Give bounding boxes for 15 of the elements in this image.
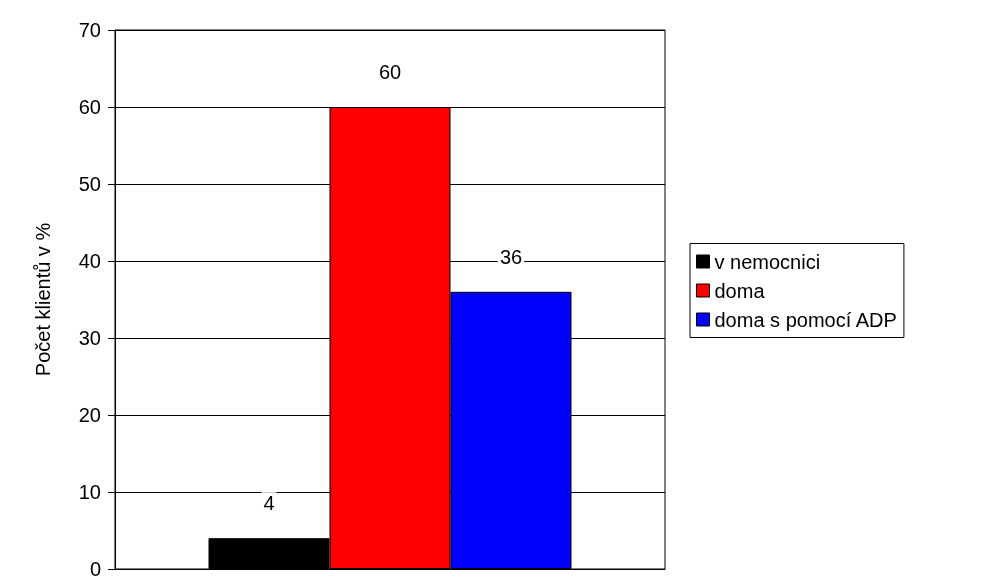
- y-axis-title: Počet klientů v %: [32, 222, 54, 377]
- y-tick-label: 10: [78, 481, 101, 503]
- data-label: 36: [499, 245, 523, 268]
- y-tick-label: 70: [78, 19, 101, 41]
- data-label: 60: [378, 61, 402, 83]
- y-tick-label: 0: [89, 558, 101, 580]
- y-tick-label: 30: [78, 327, 101, 349]
- y-tick-label: 50: [78, 173, 101, 195]
- legend-label: doma s pomocí ADP: [714, 308, 897, 331]
- y-tick-label: 40: [78, 250, 101, 272]
- data-label: 4: [263, 492, 275, 515]
- y-tick-label: 60: [78, 96, 101, 118]
- legend-label: doma: [714, 279, 766, 302]
- legend-label: v nemocnici: [714, 250, 821, 273]
- y-tick-label: 20: [78, 404, 101, 426]
